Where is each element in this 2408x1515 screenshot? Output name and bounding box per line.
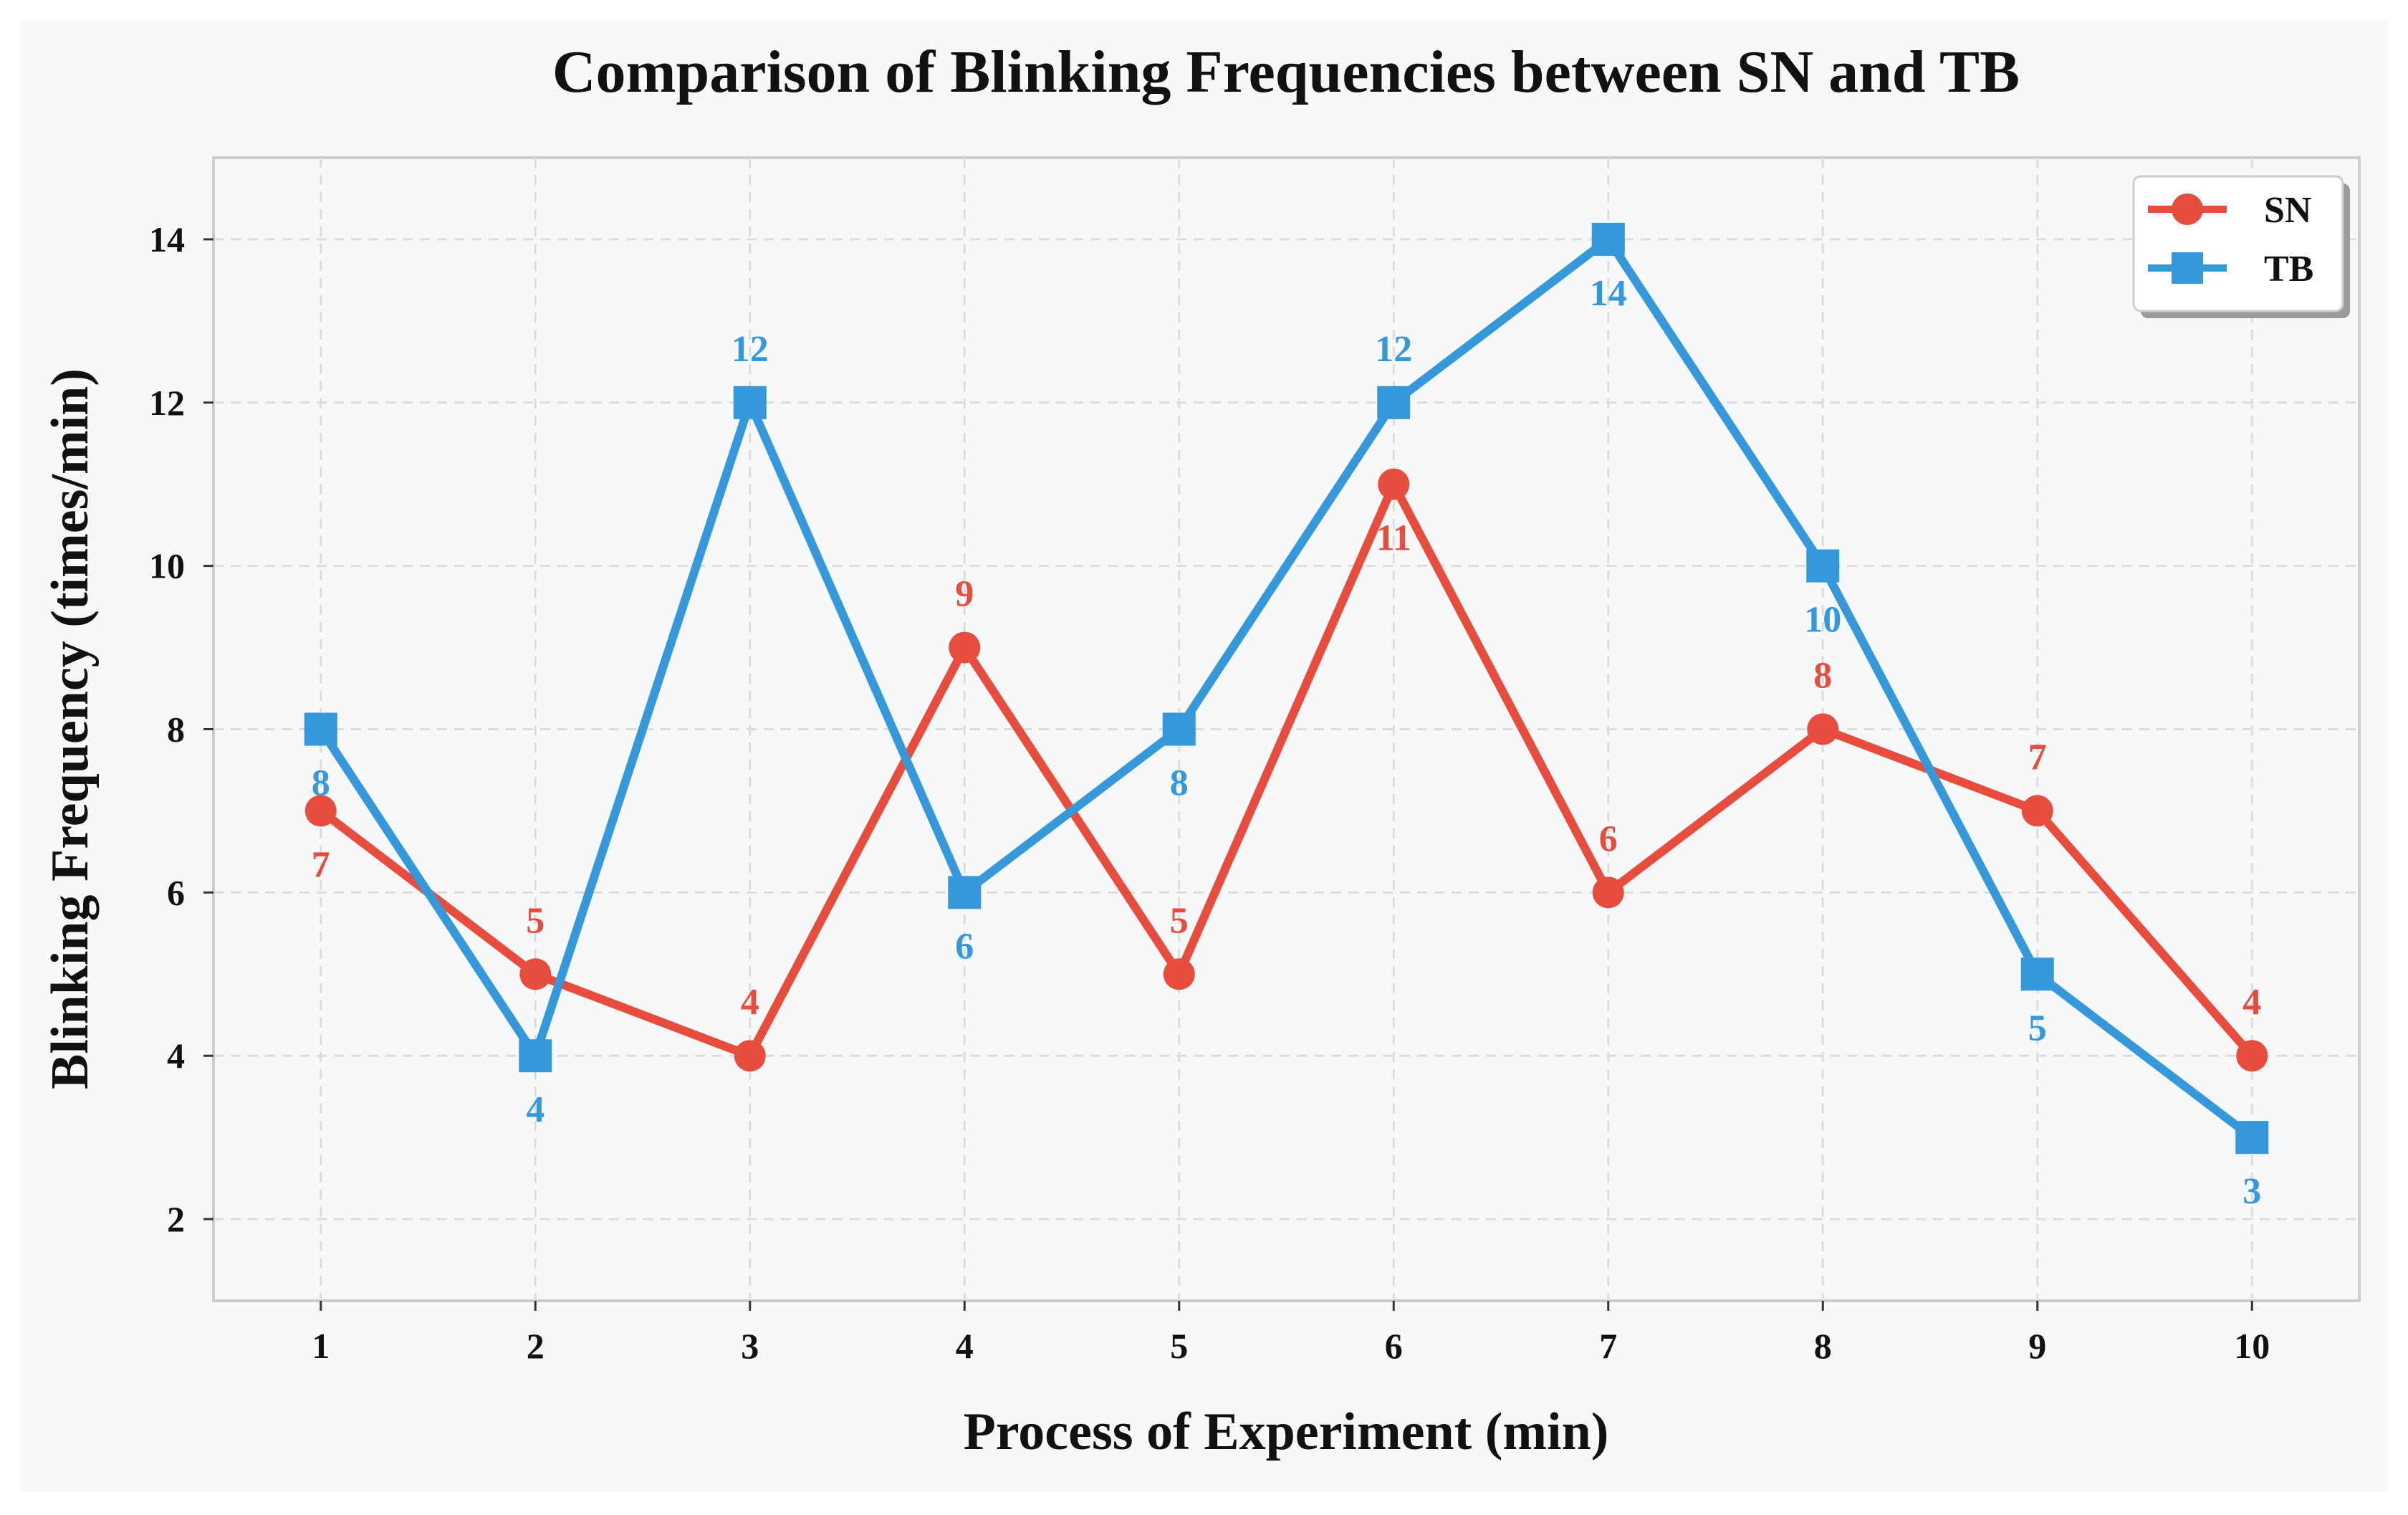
tb-data-label: 10: [1804, 600, 1841, 641]
tb-data-label: 6: [955, 926, 974, 967]
legend-sn-label: SN: [2264, 190, 2311, 231]
sn-data-label: 11: [1376, 518, 1411, 559]
sn-data-label: 5: [526, 900, 545, 941]
x-tick-label: 5: [1170, 1326, 1188, 1366]
x-tick-label: 9: [2028, 1326, 2046, 1366]
tb-point-marker: [304, 712, 337, 746]
tb-point-marker: [1162, 712, 1196, 746]
tb-point-marker: [948, 876, 982, 909]
x-tick-label: 2: [527, 1326, 545, 1366]
tb-point-marker: [1806, 549, 1840, 583]
legend-sn-marker: [2172, 193, 2203, 225]
legend-tb-marker: [2172, 252, 2203, 284]
tb-point-marker: [733, 386, 767, 419]
tb-data-label: 14: [1590, 273, 1627, 314]
y-tick-label: 4: [167, 1036, 185, 1076]
sn-data-label: 5: [1170, 900, 1189, 941]
sn-point-marker: [519, 958, 552, 990]
tb-data-label: 12: [731, 329, 769, 370]
tb-point-marker: [519, 1039, 552, 1073]
grid: [214, 158, 2359, 1301]
x-tick-label: 7: [1599, 1326, 1617, 1366]
sn-point-marker: [304, 795, 337, 827]
sn-data-label: 4: [2242, 982, 2261, 1023]
tb-data-label: 8: [312, 763, 330, 804]
sn-point-marker: [1378, 468, 1410, 500]
tb-data-label: 3: [2242, 1171, 2261, 1212]
sn-data-label: 8: [1813, 656, 1832, 697]
sn-point-marker: [949, 631, 981, 664]
sn-point-marker: [2021, 795, 2053, 827]
sn-point-marker: [734, 1040, 766, 1072]
series-lines: [304, 222, 2269, 1155]
y-axis-label: Blinking Frequency (times/min): [41, 368, 100, 1089]
x-tick-label: 8: [1814, 1326, 1832, 1366]
tb-data-label: 5: [2028, 1008, 2047, 1048]
x-tick-label: 6: [1385, 1326, 1403, 1366]
tb-data-label: 12: [1375, 329, 1412, 370]
tb-series-line: [316, 234, 2257, 1142]
sn-data-label: 4: [741, 982, 759, 1023]
sn-data-label: 9: [955, 574, 974, 615]
legend-tb-label: TB: [2264, 249, 2313, 290]
y-tick-label: 8: [167, 709, 185, 750]
x-tick-label: 3: [741, 1326, 759, 1366]
y-tick-label: 14: [149, 219, 185, 259]
sn-data-label: 7: [312, 844, 330, 885]
y-tick-label: 12: [149, 383, 185, 423]
chart-title: Comparison of Blinking Frequencies betwe…: [552, 39, 2020, 105]
legend: SN TB: [2132, 175, 2350, 318]
y-tick-label: 2: [167, 1199, 185, 1239]
sn-point-marker: [1807, 713, 1839, 745]
sn-point-marker: [2236, 1040, 2268, 1072]
y-tick-label: 6: [167, 872, 185, 912]
tb-point-marker: [1377, 386, 1411, 419]
tb-point-marker: [2235, 1121, 2269, 1155]
sn-data-label: 6: [1599, 818, 1618, 859]
x-tick-label: 10: [2234, 1326, 2270, 1366]
tb-data-label: 8: [1170, 763, 1189, 804]
x-tick-label: 1: [312, 1326, 330, 1366]
y-tick-label: 10: [149, 546, 185, 586]
sn-point-marker: [1592, 876, 1624, 909]
tb-point-marker: [2020, 957, 2054, 991]
x-axis-label: Process of Experiment (min): [964, 1402, 1609, 1461]
tb-point-marker: [1591, 222, 1625, 256]
data-labels: 7 5 4 9 5 11 6 8 7 4 8 4 12 6 8 12 14 10 5 3: [312, 273, 2262, 1212]
x-tick-label: 4: [956, 1326, 974, 1366]
tb-data-label: 4: [526, 1089, 545, 1130]
sn-data-label: 7: [2028, 737, 2047, 778]
sn-point-marker: [1163, 958, 1195, 990]
